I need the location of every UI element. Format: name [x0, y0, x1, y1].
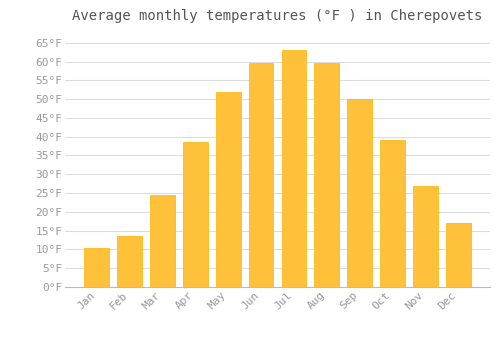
Bar	[348, 99, 372, 287]
Bar	[84, 247, 109, 287]
Bar	[282, 50, 306, 287]
Bar	[150, 195, 174, 287]
Bar	[380, 140, 405, 287]
Bar	[117, 236, 142, 287]
Bar	[413, 186, 438, 287]
Bar	[314, 63, 339, 287]
Bar	[216, 92, 240, 287]
Title: Average monthly temperatures (°F ) in Cherepovets: Average monthly temperatures (°F ) in Ch…	[72, 9, 482, 23]
Bar	[248, 63, 274, 287]
Bar	[446, 223, 470, 287]
Bar	[183, 142, 208, 287]
